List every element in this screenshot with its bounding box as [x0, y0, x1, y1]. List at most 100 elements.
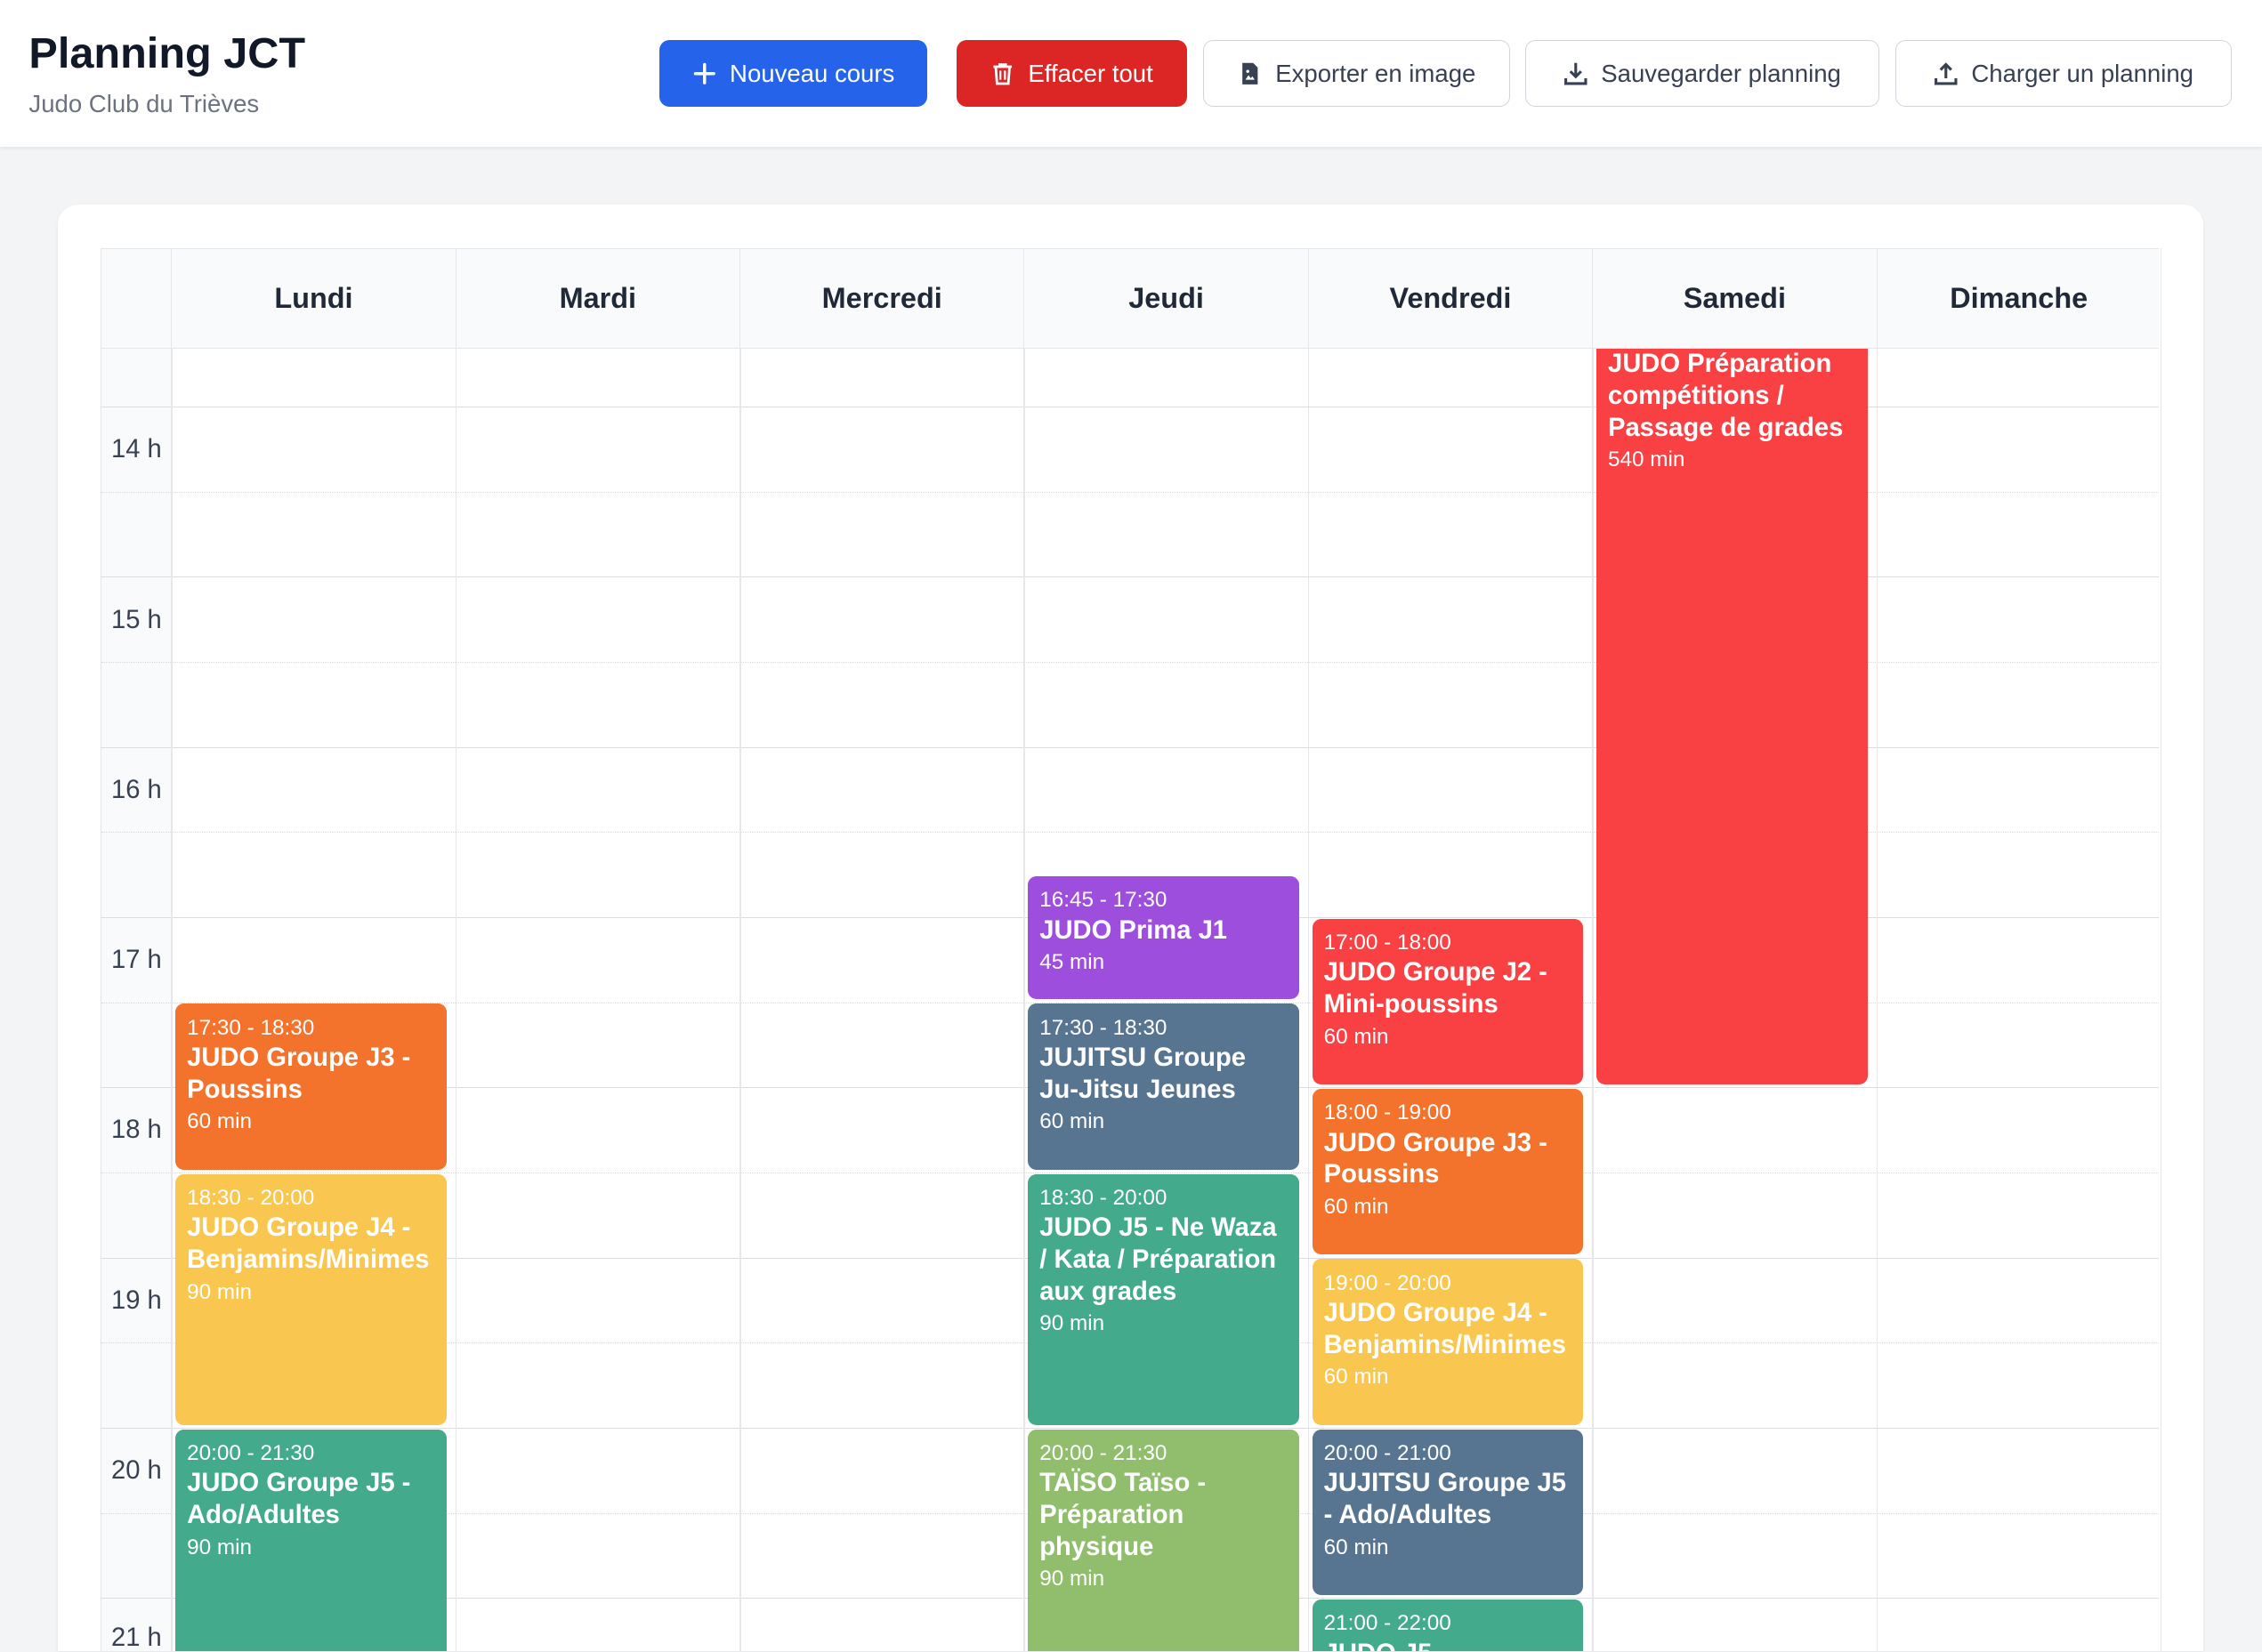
course-event[interactable]: 17:30 - 18:30 JUJITSU Groupe Ju-Jitsu Jeu…	[1028, 1003, 1300, 1170]
new-course-label: Nouveau cours	[730, 59, 895, 87]
half-hour-line	[101, 662, 2160, 663]
event-duration: 60 min	[1323, 1535, 1389, 1559]
save-planning-label: Sauvegarder planning	[1601, 59, 1841, 87]
event-title: JUDO Groupe J5 - Ado/Adultes	[187, 1469, 411, 1530]
event-title: JUDO J5 - Ado/Adultes	[1324, 1639, 1572, 1652]
day-header-samedi: Samedi	[1592, 248, 1876, 349]
course-event[interactable]: 16:45 - 17:30 JUDO Prima J1 45 min	[1028, 875, 1300, 1000]
column-divider	[1307, 349, 1310, 1652]
event-duration: 90 min	[1039, 1311, 1105, 1336]
column-divider	[1592, 349, 1594, 1652]
page-title: Planning JCT	[28, 29, 306, 78]
club-subtitle: Judo Club du Trièves	[28, 89, 260, 117]
app-header: Planning JCT Judo Club du Trièves Nouvea…	[0, 0, 2262, 148]
event-title: TAÏSO Taïso - Préparation physique	[1039, 1469, 1207, 1561]
event-title: JUDO Groupe J3 - Poussins	[1323, 1128, 1547, 1189]
column-divider	[171, 349, 173, 1652]
event-title: JUDO Préparation compétitions / Passage …	[1608, 350, 1844, 442]
plus-icon	[693, 62, 715, 85]
course-event[interactable]: 18:30 - 20:00 JUDO Groupe J4 - Benjamins/…	[175, 1173, 447, 1425]
hour-label: 21 h	[110, 1624, 162, 1652]
hour-label: 16 h	[110, 775, 162, 804]
event-duration: 60 min	[1323, 1024, 1389, 1049]
day-header-jeudi: Jeudi	[1023, 248, 1307, 349]
event-time: 19:00 - 20:00	[1323, 1270, 1451, 1295]
event-duration: 90 min	[1039, 1567, 1105, 1592]
clear-all-button[interactable]: Effacer tout	[956, 40, 1188, 107]
day-header-mardi: Mardi	[455, 248, 739, 349]
course-event[interactable]: 19:00 - 20:00 JUDO Groupe J4 - Benjamins/…	[1312, 1259, 1584, 1425]
course-event[interactable]: 18:30 - 20:00 JUDO J5 - Ne Waza / Kata / …	[1028, 1173, 1300, 1425]
day-header-dimanche: Dimanche	[1876, 248, 2161, 349]
course-event[interactable]: 20:00 - 21:30 JUDO Groupe J5 - Ado/Adulte…	[175, 1429, 447, 1652]
event-title: JUDO Prima J1	[1039, 915, 1228, 945]
event-title: JUDO Groupe J2 - Mini-poussins	[1323, 958, 1547, 1019]
trash-icon	[993, 62, 1013, 85]
time-column	[101, 349, 172, 1652]
column-divider	[739, 349, 741, 1652]
event-time: 17:00 - 18:00	[1323, 931, 1451, 955]
hour-line	[101, 1427, 2160, 1429]
event-title: JUDO Groupe J4 - Benjamins/Minimes	[187, 1213, 430, 1275]
course-event[interactable]: 20:00 - 21:00 JUJITSU Groupe J5 - Ado/Adu…	[1312, 1429, 1584, 1596]
event-time: 21:00 - 22:00	[1323, 1611, 1451, 1636]
save-planning-button[interactable]: Sauvegarder planning	[1524, 40, 1880, 107]
event-time: 18:00 - 19:00	[1323, 1100, 1451, 1125]
export-image-button[interactable]: Exporter en image	[1203, 40, 1511, 107]
hour-line	[101, 576, 2160, 578]
load-planning-button[interactable]: Charger un planning	[1895, 40, 2232, 107]
event-duration: 90 min	[187, 1279, 253, 1304]
half-hour-line	[101, 491, 2160, 493]
event-duration: 45 min	[1039, 950, 1105, 975]
upload-icon	[1935, 62, 1958, 85]
export-image-label: Exporter en image	[1275, 59, 1476, 87]
course-event[interactable]: 18:00 - 19:00 JUDO Groupe J3 - Poussins 60…	[1312, 1088, 1584, 1255]
hour-label: 20 h	[110, 1456, 162, 1485]
hour-line	[101, 746, 2160, 748]
clear-all-label: Effacer tout	[1028, 59, 1153, 87]
event-duration: 60 min	[1323, 1195, 1389, 1220]
hour-label: 14 h	[110, 435, 162, 464]
course-event[interactable]: JUDO Préparation compétitions / Passage …	[1596, 349, 1868, 1085]
column-divider	[455, 349, 457, 1652]
event-time: 17:30 - 18:30	[187, 1015, 315, 1040]
event-title: JUDO J5 - Ne Waza / Kata / Préparation a…	[1039, 1213, 1277, 1306]
half-hour-line	[101, 832, 2160, 834]
column-divider	[1876, 349, 1878, 1652]
event-time: 20:00 - 21:30	[187, 1440, 315, 1465]
course-event[interactable]: 17:30 - 18:30 JUDO Groupe J3 - Poussins 60…	[175, 1003, 447, 1170]
event-title: JUDO Groupe J4 - Benjamins/Minimes	[1323, 1299, 1566, 1359]
course-event[interactable]: 17:00 - 18:00 JUDO Groupe J2 - Mini-pouss…	[1312, 918, 1584, 1085]
course-event[interactable]: 20:00 - 21:30 TAÏSO Taïso - Préparation p…	[1028, 1429, 1300, 1652]
event-time: 20:00 - 21:00	[1323, 1440, 1451, 1465]
event-duration: 60 min	[1323, 1365, 1389, 1390]
hour-label: 19 h	[110, 1285, 162, 1315]
hour-label: 18 h	[110, 1116, 162, 1145]
new-course-button[interactable]: Nouveau cours	[658, 40, 928, 107]
event-duration: 60 min	[1039, 1109, 1105, 1134]
column-divider	[1023, 349, 1026, 1652]
event-duration: 90 min	[187, 1535, 253, 1559]
hour-label: 17 h	[110, 946, 162, 975]
event-time: 20:00 - 21:30	[1039, 1440, 1167, 1465]
load-planning-label: Charger un planning	[1971, 59, 2193, 87]
day-header-lundi: Lundi	[171, 248, 455, 349]
event-time: 16:45 - 17:30	[1039, 888, 1167, 913]
event-title: JUDO Groupe J3 - Poussins	[187, 1044, 411, 1104]
download-icon	[1564, 62, 1587, 85]
hour-label: 15 h	[110, 605, 162, 634]
event-time: 18:30 - 20:00	[1039, 1185, 1167, 1210]
day-header-vendredi: Vendredi	[1307, 248, 1592, 349]
event-duration: 540 min	[1608, 447, 1685, 472]
event-title: JUJITSU Groupe Ju-Jitsu Jeunes	[1039, 1044, 1247, 1104]
schedule-body[interactable]: 14 h 15 h 16 h 17 h 18 h 19 h 20 h 21 h 17:30 - …	[101, 349, 2160, 1652]
file-image-icon	[1242, 62, 1258, 85]
day-header-row: Lundi Mardi Mercredi Jeudi Vendredi Samedi Dim…	[101, 247, 2161, 350]
weekly-schedule: Lundi Mardi Mercredi Jeudi Vendredi Samedi Dim…	[101, 247, 2161, 1652]
day-header-mercredi: Mercredi	[739, 248, 1023, 349]
event-time: 18:30 - 20:00	[187, 1185, 315, 1210]
event-title: JUJITSU Groupe J5 - Ado/Adultes	[1323, 1469, 1566, 1530]
event-duration: 60 min	[187, 1109, 253, 1134]
event-time: 17:30 - 18:30	[1039, 1015, 1167, 1040]
